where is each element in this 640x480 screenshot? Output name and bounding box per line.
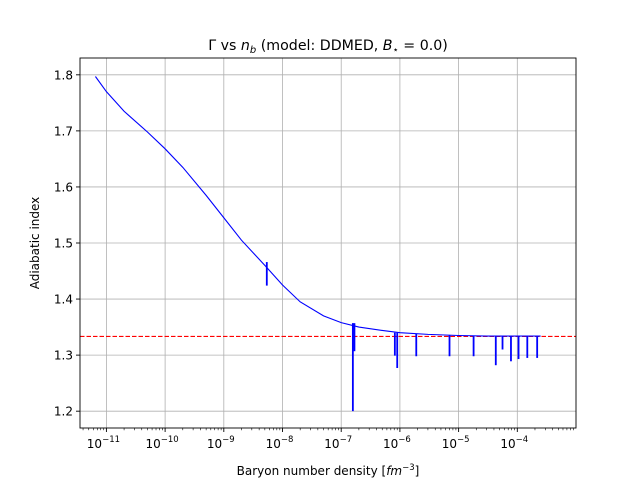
chart-title: Γ vs nb (model: DDMED, B⋆ = 0.0) [208, 38, 448, 56]
y-tick-label: 1.8 [54, 68, 73, 82]
y-tick-label: 1.6 [54, 180, 73, 194]
y-axis-label: Adiabatic index [28, 197, 42, 290]
x-tick-label: 10−6 [383, 435, 411, 451]
y-tick-label: 1.4 [54, 293, 73, 307]
x-axis-label: Baryon number density [fm−3] [237, 463, 420, 478]
y-ticks: 1.2 1.3 1.4 1.5 1.6 1.7 1.8 [54, 68, 80, 419]
x-tick-label: 10−9 [207, 435, 235, 451]
x-tick-label: 10−8 [266, 435, 294, 451]
x-tick-label: 10−11 [87, 435, 120, 451]
y-tick-label: 1.3 [54, 349, 73, 363]
x-tick-label: 10−4 [500, 435, 528, 451]
series-line [94, 76, 541, 337]
x-ticks: 10−11 10−10 10−9 10−8 10−7 10−6 10−5 10−4 [82, 428, 574, 451]
x-tick-label: 10−7 [324, 435, 352, 451]
grid [80, 58, 576, 428]
y-tick-label: 1.7 [54, 124, 73, 138]
y-tick-label: 1.2 [54, 405, 73, 419]
series-group [94, 76, 541, 412]
x-tick-label: 10−5 [442, 435, 470, 451]
y-tick-label: 1.5 [54, 237, 73, 251]
x-tick-label: 10−10 [145, 435, 178, 451]
